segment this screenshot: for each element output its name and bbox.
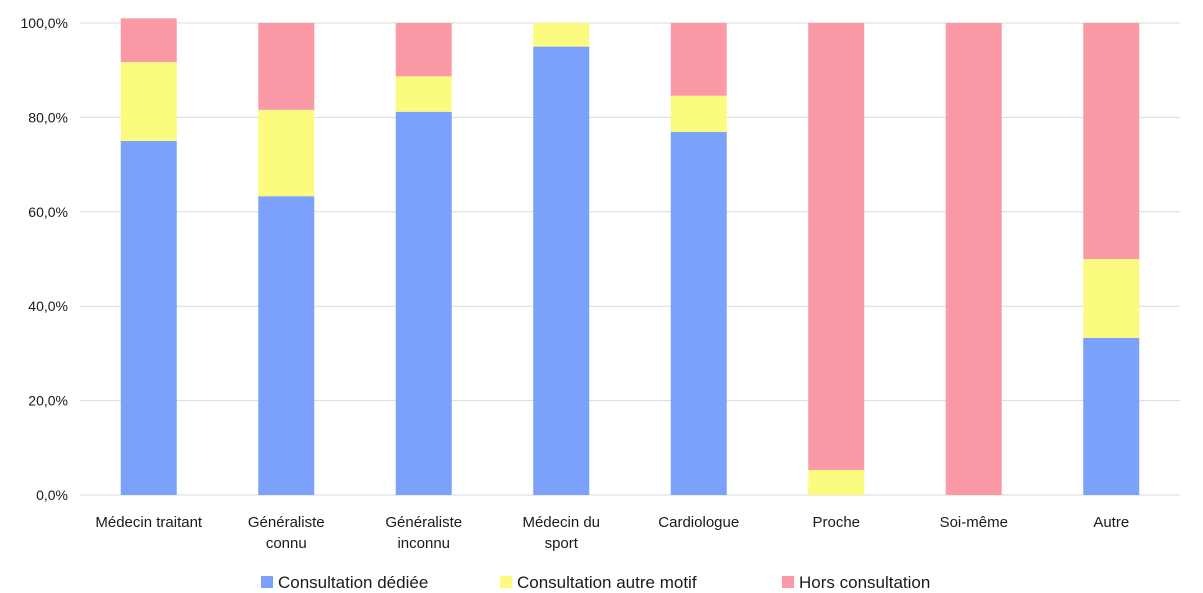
x-category-label: sport [545, 535, 579, 552]
bar-segment [120, 141, 177, 495]
bar-segment [258, 196, 315, 495]
y-axis-ticks: 0,0% 20,0% 40,0% 60,0% 80,0% 100,0% [21, 15, 68, 503]
y-tick-label: 0,0% [36, 487, 68, 503]
y-tick-label: 80,0% [28, 109, 68, 125]
bar-segment [395, 111, 452, 496]
bar-segment [395, 76, 452, 112]
x-category-label: Médecin du [522, 514, 600, 531]
x-category-label: Généraliste [385, 514, 462, 531]
bar-segment [258, 109, 315, 197]
bar-segment [533, 23, 590, 47]
bar-segment [945, 23, 1002, 495]
bar-segment [670, 23, 727, 96]
x-category-label: Médecin traitant [95, 514, 203, 531]
bar-segment [533, 46, 590, 495]
bar-segment [1083, 337, 1140, 495]
y-tick-label: 100,0% [21, 15, 68, 31]
bar-segment [670, 132, 727, 496]
legend-swatch [500, 576, 512, 588]
legend-label: Consultation dédiée [278, 573, 428, 592]
x-category-label: Généraliste [248, 514, 325, 531]
legend-swatch [782, 576, 794, 588]
bar-segment [395, 23, 452, 77]
bar-segment [120, 18, 177, 63]
bar-segment [670, 95, 727, 133]
bar-segment [120, 62, 177, 142]
legend-swatch [261, 576, 273, 588]
y-tick-label: 40,0% [28, 298, 68, 314]
x-category-label: Soi-même [940, 514, 1008, 531]
y-tick-label: 20,0% [28, 393, 68, 409]
y-tick-label: 60,0% [28, 204, 68, 220]
x-category-label: Autre [1093, 514, 1129, 531]
x-axis-labels: Médecin traitant Généraliste connu Générali… [95, 514, 1129, 552]
bar-segment [1083, 259, 1140, 338]
bars-layer [120, 18, 1140, 496]
x-category-label: Cardiologue [658, 514, 739, 531]
bar-segment [258, 23, 315, 110]
legend: Consultation dédiée Consultation autre mo… [261, 573, 930, 592]
bar-segment [1083, 23, 1140, 259]
bar-segment [808, 469, 865, 495]
legend-label: Hors consultation [799, 573, 930, 592]
x-category-label: connu [266, 535, 307, 552]
x-category-label: inconnu [397, 535, 450, 552]
grid-layer [80, 22, 1180, 496]
x-category-label: Proche [812, 514, 860, 531]
bar-segment [808, 23, 865, 470]
legend-label: Consultation autre motif [517, 573, 697, 592]
